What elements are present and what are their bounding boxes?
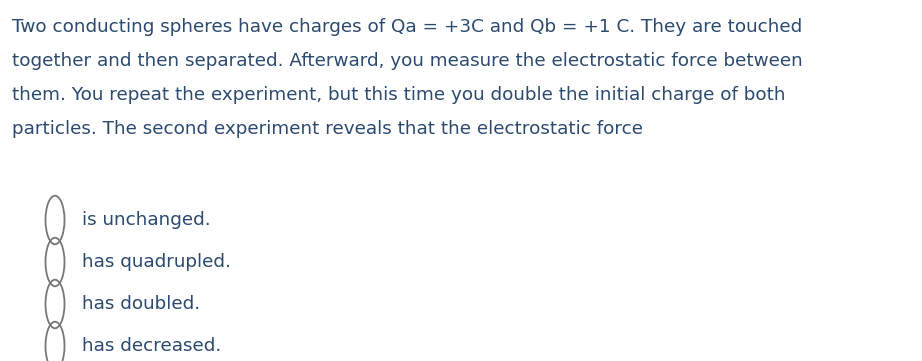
- Text: has decreased.: has decreased.: [82, 337, 221, 355]
- Text: has quadrupled.: has quadrupled.: [82, 253, 230, 271]
- Text: Two conducting spheres have charges of Qa = +3C and Qb = +1 C. They are touched: Two conducting spheres have charges of Q…: [12, 18, 802, 36]
- Text: is unchanged.: is unchanged.: [82, 211, 210, 229]
- Text: them. You repeat the experiment, but this time you double the initial charge of : them. You repeat the experiment, but thi…: [12, 86, 786, 104]
- Text: together and then separated. Afterward, you measure the electrostatic force betw: together and then separated. Afterward, …: [12, 52, 803, 70]
- Text: has doubled.: has doubled.: [82, 295, 200, 313]
- Text: particles. The second experiment reveals that the electrostatic force: particles. The second experiment reveals…: [12, 120, 643, 138]
